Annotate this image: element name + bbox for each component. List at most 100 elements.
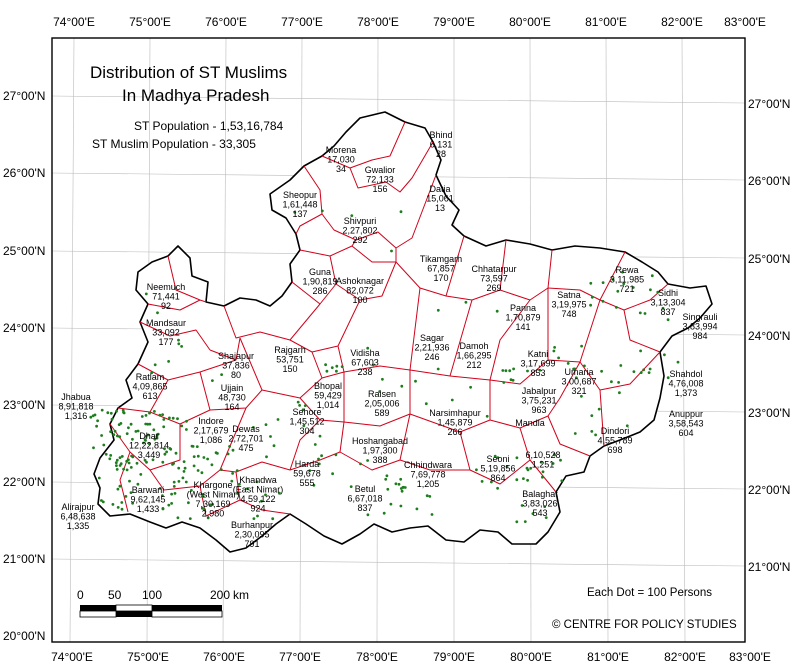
lon-label: 81°00'E xyxy=(587,650,629,664)
district-st-muslims: 748 xyxy=(561,309,576,319)
district-name: Anuppur xyxy=(669,409,703,419)
district-st-muslims: 170 xyxy=(433,273,448,283)
population-dot xyxy=(100,408,104,412)
population-dot xyxy=(648,367,652,371)
population-dot xyxy=(366,513,370,517)
population-dot xyxy=(163,447,166,451)
population-dot xyxy=(108,457,112,461)
district-st-population: 33,092 xyxy=(152,328,180,338)
population-dot xyxy=(520,504,524,507)
district-name: Indore xyxy=(198,416,224,426)
population-dot xyxy=(155,436,159,440)
population-dot xyxy=(424,402,428,406)
population-dot xyxy=(145,460,148,464)
population-dot xyxy=(201,495,205,498)
population-dot xyxy=(663,353,666,357)
population-dot xyxy=(152,428,156,432)
population-dot xyxy=(552,349,556,353)
district-st-muslims: 1,316 xyxy=(65,411,88,421)
district-st-muslims: 1,014 xyxy=(317,400,340,410)
district-name: Guna xyxy=(309,267,331,277)
population-dot xyxy=(128,479,131,483)
population-dot xyxy=(643,312,647,315)
population-dot xyxy=(201,506,204,510)
population-dot xyxy=(541,470,545,474)
population-dot xyxy=(661,306,665,310)
population-dot xyxy=(216,452,219,455)
population-dot xyxy=(436,308,440,312)
district-name: Rewa xyxy=(615,265,638,275)
district-st-muslims: 177 xyxy=(158,337,173,347)
scale-label: 100 xyxy=(142,588,162,602)
population-dot xyxy=(168,447,172,450)
population-dot xyxy=(246,487,249,491)
population-dot xyxy=(574,376,578,380)
district-name: Ratlam xyxy=(136,372,165,382)
population-dot xyxy=(143,458,147,462)
population-dot xyxy=(619,364,623,367)
population-dot xyxy=(219,468,223,471)
population-dot xyxy=(642,368,646,372)
population-dot xyxy=(649,288,652,292)
population-dot xyxy=(174,451,178,455)
population-dot xyxy=(325,369,329,373)
district-st-population: 7,69,778 xyxy=(410,470,445,480)
population-dot xyxy=(220,373,224,376)
district-st-muslims: 246 xyxy=(424,352,439,362)
population-dot xyxy=(96,419,99,423)
population-dot xyxy=(493,454,497,458)
population-dot xyxy=(252,426,255,429)
longitude-labels-top: 74°00'E 75°00'E 76°00'E 77°00'E 78°00'E … xyxy=(53,15,766,29)
lat-label: 26°00'N xyxy=(3,166,45,180)
population-dot xyxy=(526,478,529,482)
district-st-population: 4,59,122 xyxy=(240,494,275,504)
population-dot xyxy=(428,495,432,498)
population-dot xyxy=(131,501,135,505)
district-st-population: 3,83,994 xyxy=(682,322,717,332)
district-name: Jabalpur xyxy=(522,386,557,396)
scale-unit: km xyxy=(233,588,249,602)
population-dot xyxy=(129,491,133,494)
population-dot xyxy=(176,417,179,421)
population-dot xyxy=(366,346,370,350)
population-dot xyxy=(394,482,398,486)
district-name: Datia xyxy=(429,184,450,194)
district-st-population: 67,603 xyxy=(351,358,379,368)
population-dot xyxy=(163,452,167,456)
population-dot xyxy=(371,363,375,367)
district-st-population: 3,83,026 xyxy=(522,499,557,509)
population-dot xyxy=(529,466,533,470)
district-name: Sidhi xyxy=(658,288,678,298)
district-st-population: 73,597 xyxy=(480,274,508,284)
district-st-muslims: 864 xyxy=(490,473,505,483)
st-population-label: ST Population - 1,53,16,784 xyxy=(134,119,284,133)
population-dot xyxy=(502,381,506,384)
population-dot xyxy=(622,282,626,286)
population-dot xyxy=(184,480,188,484)
population-dot xyxy=(594,433,597,437)
dot-note: Each Dot = 100 Persons xyxy=(587,587,712,599)
population-dot xyxy=(158,487,162,490)
credit-label: © CENTRE FOR POLICY STUDIES xyxy=(552,619,737,631)
population-dot xyxy=(415,507,419,511)
population-dot xyxy=(151,458,155,462)
population-dot xyxy=(183,466,187,470)
population-dot xyxy=(580,394,583,398)
population-dot xyxy=(501,369,505,372)
district-st-population: 2,27,802 xyxy=(342,226,377,236)
population-dot xyxy=(601,281,605,284)
population-dot xyxy=(113,429,117,433)
population-dot xyxy=(523,520,527,523)
population-dot xyxy=(539,460,543,464)
district-st-muslims: 1,205 xyxy=(417,479,440,489)
district-st-population: 1,97,300 xyxy=(362,446,397,456)
population-dot xyxy=(185,428,188,431)
